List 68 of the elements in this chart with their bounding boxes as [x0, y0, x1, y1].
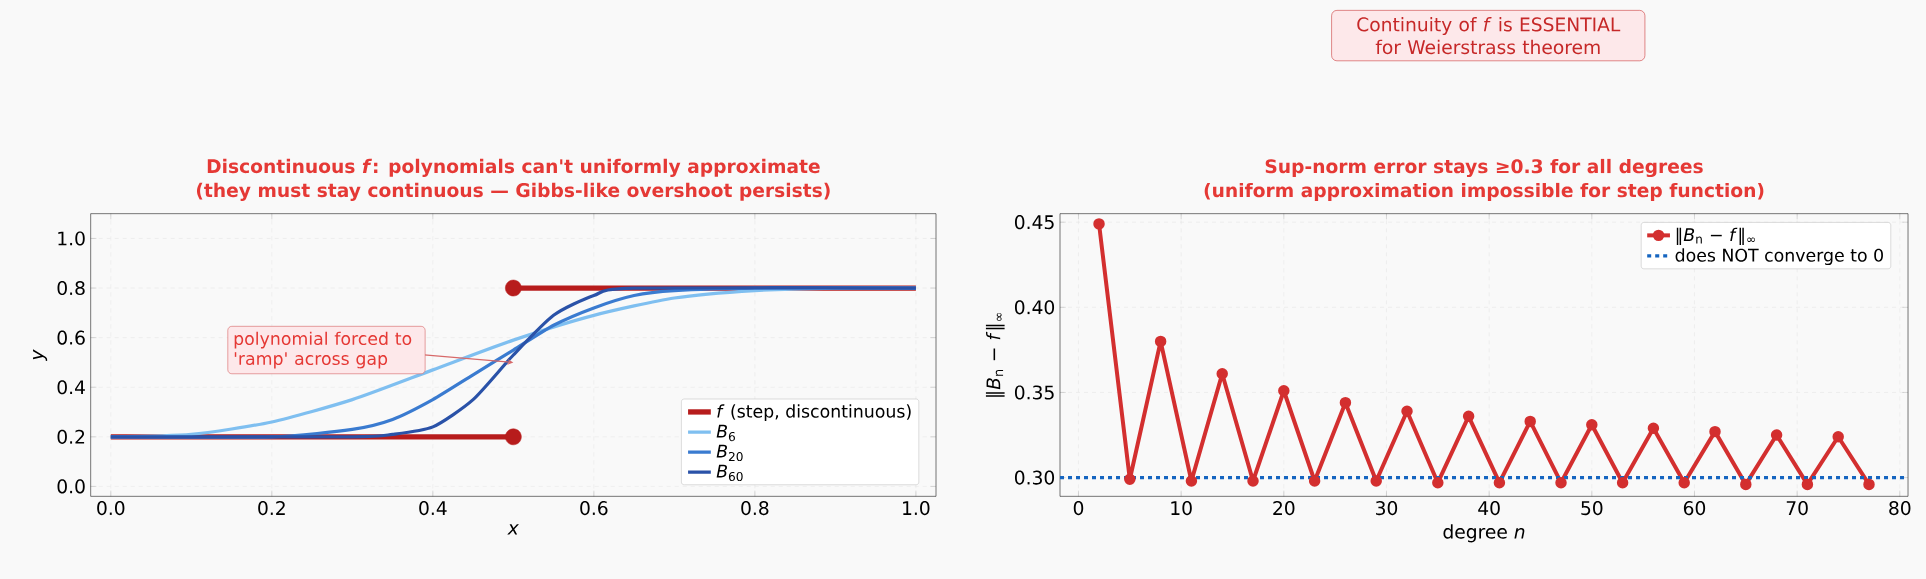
chart-title: Discontinuous f: polynomials can't uniformly approximate	[207, 158, 820, 177]
x-tick-label: 0.6	[580, 501, 608, 516]
legend-label: B$_{6}$	[716, 424, 735, 442]
x-tick-label: 0.2	[258, 501, 285, 516]
point	[1863, 478, 1875, 491]
y-tick-label: 0.8	[57, 280, 85, 296]
y-axis-title: ‖B$_{n}$ − f‖$_{∞}$	[985, 312, 1005, 397]
legend-label: B$_{60}$	[716, 464, 743, 482]
point	[1185, 475, 1198, 487]
point	[1093, 218, 1105, 230]
x-tick-label: 50	[1581, 501, 1603, 516]
point	[1432, 476, 1444, 489]
point	[1616, 476, 1629, 489]
point	[1493, 476, 1506, 489]
point	[1339, 396, 1352, 409]
point	[1709, 425, 1721, 438]
legend-label: ‖B$_{n}$ − f‖$_{∞}$	[1676, 227, 1755, 246]
y-tick-label: 0.2	[57, 429, 85, 444]
x-tick-label: 10	[1171, 501, 1192, 516]
point	[1401, 405, 1413, 417]
text: Continuity of f is ESSENTIAL for Weierstrass theorem	[1357, 17, 1621, 55]
x-tick-label: 0.4	[419, 501, 447, 516]
x-tick-label: 0	[1073, 501, 1084, 516]
annotation: polynomial forced to 'ramp' across gap	[234, 331, 412, 369]
point	[1647, 422, 1660, 434]
point	[1308, 475, 1321, 487]
x-tick-label: 20	[1273, 501, 1295, 516]
point	[1586, 419, 1598, 431]
x-tick-label: 1.0	[903, 501, 930, 516]
point	[1247, 475, 1259, 487]
point	[1678, 476, 1690, 489]
y-tick-label: 0.30	[1014, 470, 1055, 485]
x-axis-title: degree n	[1443, 524, 1525, 543]
y-tick-label: 0.35	[1014, 385, 1054, 400]
point	[1770, 429, 1783, 441]
y-tick-label: 0.4	[57, 380, 85, 395]
x-tick-label: 0.8	[741, 501, 769, 516]
y-axis-title: y	[33, 349, 48, 362]
y-tick-label: 0.6	[57, 330, 85, 345]
point	[1216, 367, 1228, 380]
x-axis-title: x	[507, 524, 519, 535]
line-series	[109, 286, 918, 439]
x-tick-label: 30	[1376, 501, 1398, 516]
x-tick-label: 80	[1889, 501, 1911, 516]
chart-subtitle: (they must stay continuous — Gibbs-like overshoot persists)	[196, 182, 830, 201]
x-tick-label: 70	[1786, 501, 1808, 516]
legend-label: B$_{20}$	[716, 444, 743, 462]
chart-title: Sup-norm error stays ≥0.3 for all degrees	[1265, 158, 1703, 178]
legend-label: does NOT converge to 0	[1675, 248, 1883, 266]
y-tick-label: 1.0	[58, 231, 85, 246]
point	[1462, 410, 1475, 423]
legend-label: f (step, discontinuous)	[717, 404, 911, 422]
point	[1124, 473, 1136, 486]
point	[1801, 478, 1814, 491]
point	[1524, 415, 1536, 428]
x-tick-label: 40	[1478, 501, 1500, 516]
point	[1154, 335, 1167, 348]
y-tick-label: 0.40	[1014, 300, 1055, 315]
point	[1278, 385, 1290, 397]
x-tick-label: 0.0	[97, 501, 125, 516]
y-tick-label: 0.0	[57, 479, 85, 494]
x-tick-label: 60	[1683, 501, 1706, 516]
y-tick-label: 0.45	[1014, 215, 1054, 230]
point	[1555, 476, 1567, 489]
point	[1740, 478, 1752, 491]
point	[1370, 475, 1382, 487]
chart-subtitle: (uniform approximation impossible for step function)	[1204, 182, 1764, 201]
point	[1832, 431, 1844, 443]
